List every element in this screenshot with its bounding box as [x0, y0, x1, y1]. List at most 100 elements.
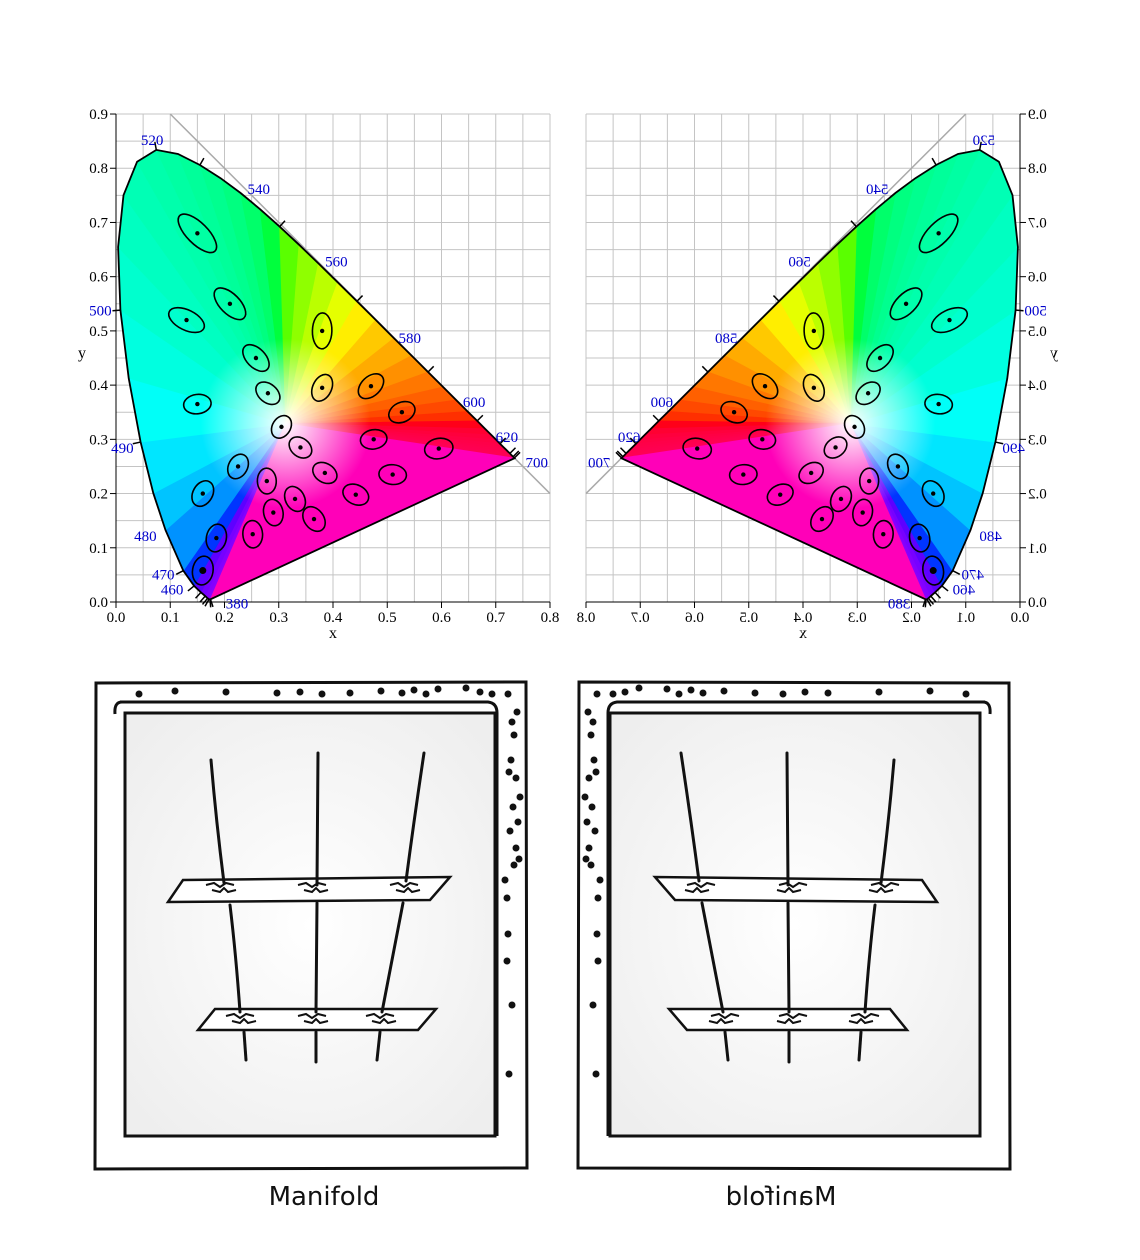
vertical-strands — [209, 751, 426, 1064]
wavelength-tick — [978, 141, 982, 151]
y-tick-label: 0.7 — [1028, 215, 1047, 231]
ellipse-center-point — [195, 401, 200, 407]
ellipse-center-point — [811, 385, 817, 391]
trail-dot — [508, 1001, 516, 1009]
x-tick-label: 0.6 — [432, 610, 451, 626]
ellipse-center-point — [877, 355, 883, 361]
ellipse-center-point — [929, 567, 937, 575]
white-point-glow — [200, 338, 371, 509]
ellipse-center-point — [866, 478, 872, 484]
wavelength-tick — [931, 157, 937, 166]
x-tick-label: 0.0 — [1011, 610, 1030, 626]
macadam-ellipse — [255, 381, 281, 406]
macadam-ellipse — [311, 312, 333, 350]
wavelength-label: 580 — [399, 331, 422, 347]
wavelength-tick — [204, 598, 210, 607]
wavelength-tick — [513, 451, 521, 459]
trail-dot — [593, 930, 601, 938]
white-point-glow — [765, 338, 936, 509]
trail-dot — [926, 687, 934, 695]
macadam-ellipse — [226, 453, 250, 480]
ellipse-center-point — [199, 567, 207, 575]
wavelength-tick — [616, 450, 624, 458]
wavelength-tick — [199, 157, 205, 166]
ellipse-center-point — [311, 516, 317, 522]
ellipse-center-point — [778, 492, 783, 497]
macadam-ellipse — [270, 414, 293, 439]
y-tick-label: 0.0 — [89, 595, 108, 611]
y-tick-label: 0.4 — [1028, 378, 1047, 394]
macadam-ellipses — [167, 213, 454, 586]
macadam-ellipse — [205, 523, 228, 553]
mirrored-manifold-sketch-panel: Manifold — [576, 680, 1012, 1212]
cie-chromaticity-chart: 0.0 0.1 0.2 0.3 0.4 0.5 0.6 0.7 0.8 0.0 0.1 0.2 0.3… — [78, 107, 559, 642]
wavelength-label: 540 — [866, 182, 889, 198]
wavelength-label: 520 — [141, 133, 164, 149]
macadam-ellipse — [191, 479, 215, 508]
ellipse-center-point — [214, 535, 219, 541]
macadam-ellipse — [921, 479, 945, 508]
wavelength-tick — [772, 295, 780, 302]
ellipse-center-point — [253, 355, 259, 361]
wavelength-tick — [615, 451, 623, 459]
macadam-ellipse — [311, 461, 338, 485]
macadam-ellipse — [728, 463, 758, 486]
trail-dot — [509, 803, 517, 811]
macadam-ellipse — [288, 436, 313, 459]
trail-dot — [589, 718, 597, 726]
inner-canvas — [608, 711, 982, 1138]
ellipse-center-point — [195, 231, 200, 236]
trail-dot — [505, 1070, 513, 1078]
wavelength-label: 460 — [953, 583, 976, 599]
ellipse-center-point — [741, 472, 746, 477]
ellipse-center-point — [865, 391, 871, 396]
trail-dot — [962, 690, 970, 698]
wavelength-label: 500 — [89, 303, 112, 319]
trail-dot — [171, 687, 179, 695]
wavelength-label: 560 — [788, 255, 811, 271]
macadam-ellipse — [182, 393, 212, 415]
x-tick-label: 0.8 — [577, 610, 596, 626]
wavelength-label: 600 — [463, 395, 486, 411]
wavelength-label: 470 — [152, 568, 175, 584]
y-tick-label: 0.7 — [89, 215, 108, 231]
ellipse-center-point — [838, 496, 844, 502]
trail-dot — [592, 768, 600, 776]
x-tick-labels: 0.0 0.1 0.2 0.3 0.4 0.5 0.6 0.7 0.8 — [577, 610, 1030, 626]
macadam-ellipse — [858, 467, 880, 495]
wavelength-label: 480 — [134, 529, 157, 545]
macadam-ellipse — [262, 498, 284, 527]
ellipse-center-point — [319, 385, 325, 391]
ellipse-center-point — [298, 445, 303, 450]
x-axis-title: x — [329, 625, 337, 642]
x-tick-label: 0.2 — [902, 610, 921, 626]
macadam-ellipse — [922, 555, 945, 586]
trail-dot — [594, 957, 602, 965]
macadam-ellipse — [167, 306, 206, 334]
ellipse-center-point — [833, 445, 838, 450]
trail-dot — [687, 686, 695, 694]
ellipse-center-point — [184, 317, 189, 323]
x-tick-label: 0.4 — [793, 610, 812, 626]
wavelength-tick — [924, 599, 927, 608]
ellipse-center-point — [731, 410, 737, 415]
ellipse-center-point — [368, 384, 374, 389]
ellipse-center-point — [264, 478, 270, 484]
macadam-ellipse — [751, 373, 779, 400]
ellipse-center-point — [265, 391, 271, 396]
ellipse-center-point — [931, 491, 936, 496]
y-tick-label: 0.1 — [1028, 541, 1047, 557]
trail-dot — [824, 689, 832, 697]
ellipse-center-point — [399, 410, 405, 415]
trail-dot — [621, 688, 629, 696]
x-tick-label: 0.8 — [541, 610, 560, 626]
wavelength-tick — [952, 569, 961, 575]
wavelength-label: 620 — [496, 430, 519, 446]
macadam-ellipse — [283, 485, 307, 513]
trail-dot — [587, 731, 595, 739]
trail-dot — [590, 756, 598, 764]
color-gamut — [621, 149, 1018, 600]
trail-dot — [318, 690, 326, 698]
trail-dot — [585, 844, 593, 852]
